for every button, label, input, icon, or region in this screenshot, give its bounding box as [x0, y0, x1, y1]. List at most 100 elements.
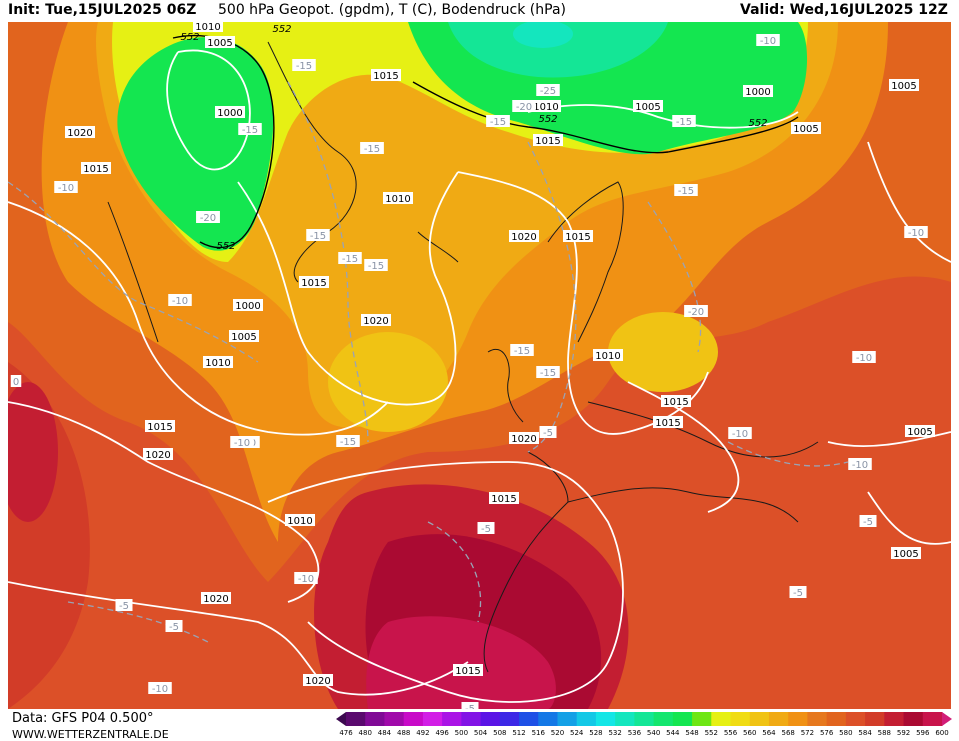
pressure-label: 1020 [145, 450, 170, 461]
isobar-1000-low [166, 49, 251, 171]
coast-british-isles [487, 349, 524, 423]
pressure-label-box [791, 122, 821, 134]
temperature-label: -15 [514, 346, 530, 357]
pressure-label: 1020 [67, 128, 92, 139]
colorbar-segment [519, 712, 539, 726]
field-low-arctic-core [448, 22, 668, 78]
pressure-label-box [743, 85, 773, 97]
temperature-label: -10 [760, 36, 776, 47]
temperature-label-box [512, 100, 536, 112]
colorbar-segment [692, 712, 712, 726]
pressure-label-box [143, 448, 173, 460]
field-low-arctic-centre [513, 22, 573, 48]
pressure-label-box [81, 162, 111, 174]
colorbar-tick-label: 524 [570, 729, 584, 737]
isobar-1005-east [827, 431, 951, 447]
pressure-label: 1005 [231, 332, 256, 343]
pressure-label: 1005 [893, 549, 918, 560]
colorbar-segment [422, 712, 443, 726]
pressure-label-box [303, 674, 333, 686]
temperature-label-box [10, 375, 22, 387]
pressure-label: 1005 [207, 38, 232, 49]
temperature-label-box [306, 229, 330, 241]
field-588-blob [328, 332, 448, 432]
colorbar-tick-label: 592 [896, 729, 911, 737]
temperature-label: -15 [676, 117, 692, 128]
colorbar-tick-label: 500 [454, 729, 469, 737]
colorbar-segment [595, 712, 616, 726]
weather-map: 1010 1005 1015 1015 1000 1020 1015 1000 1005 1010… [8, 22, 951, 709]
temperature-label-box [539, 426, 557, 438]
pressure-label-box [299, 276, 329, 288]
colorbar-segment [711, 712, 732, 726]
colorbar-labels: 476 480 484 488 492 496 500 504 508 512 516 520 524 5… [336, 729, 952, 741]
colorbar-tick-label: 580 [839, 729, 853, 737]
temperature-label: -20 [688, 307, 704, 318]
field-low-greenland [117, 37, 274, 251]
isobar-1005-southeast [867, 491, 951, 545]
colorbar-tick-label: 496 [435, 729, 449, 737]
pressure-label-box [233, 299, 263, 311]
temperature-label-box [196, 211, 220, 223]
temperature-label: -5 [169, 622, 179, 633]
pressure-label-box [371, 69, 401, 81]
pressure-label-box [563, 230, 593, 242]
colorbar-tick-label: 476 [339, 729, 353, 737]
colorbar-segment [403, 712, 424, 726]
pressure-label-box [361, 314, 391, 326]
colorbar-segment [826, 712, 847, 726]
pressure-label: 1010 [205, 358, 230, 369]
colorbar-segment [730, 712, 751, 726]
colorbar-tick-label: 528 [589, 729, 603, 737]
temperature-label-box [148, 682, 172, 694]
coastlines [107, 41, 819, 673]
pressure-label: 1015 [373, 71, 398, 82]
pressure-label: 1000 [235, 301, 260, 312]
coast-iceland [417, 231, 459, 263]
coast-labrador [107, 201, 159, 343]
colorbar-segment [346, 712, 366, 726]
colorbar-segment [845, 712, 866, 726]
temperature-label-box [789, 586, 807, 598]
temperature-label-box [360, 142, 384, 154]
pressure-label: 1000 [217, 108, 242, 119]
colorbar-segment [749, 712, 770, 726]
pressure-label-box [215, 106, 245, 118]
temperature-label-box [54, 181, 78, 193]
pressure-label-box [205, 36, 235, 48]
colorbar-tick-label: 564 [762, 729, 776, 737]
coast-central-europe [587, 401, 819, 458]
temperature-label: -15 [540, 368, 556, 379]
temperature-label-box [364, 259, 388, 271]
temperature-label: -10 [856, 353, 872, 364]
field-588-blob-east [608, 312, 718, 392]
temperature-label: -10 [852, 460, 868, 471]
temperature-label: -5 [481, 524, 491, 535]
colorbar-segment [653, 712, 674, 726]
temperature-label-box [536, 366, 560, 378]
colorbar-segment [865, 712, 885, 726]
temperature-label: -15 [368, 261, 384, 272]
colorbar-segment [903, 712, 924, 726]
temperature-label-box [336, 435, 360, 447]
temperature-label: -20 [200, 213, 216, 224]
pressure-label-box [453, 664, 483, 676]
colorbar-tick-label: 492 [416, 729, 430, 737]
pressure-label: 1000 [745, 87, 770, 98]
temperature-label: -15 [342, 254, 358, 265]
temperature-label: -25 [540, 86, 556, 97]
pressure-label: 1020 [511, 232, 536, 243]
pressure-label: 1015 [301, 278, 326, 289]
pressure-label-box [593, 349, 623, 361]
pressure-label-box [509, 230, 539, 242]
colorbar-segment [922, 712, 943, 726]
website-label: WWW.WETTERZENTRALE.DE [12, 728, 169, 741]
colorbar-segment [788, 712, 808, 726]
coast-mediterranean [567, 487, 799, 523]
colorbar-tick-label: 536 [627, 729, 642, 737]
colorbar-tick-label: 480 [358, 729, 372, 737]
coast-greenland [267, 41, 357, 283]
colorbar-tick-label: 572 [800, 729, 815, 737]
pressure-label-box [653, 416, 683, 428]
colorbar-segment [499, 712, 520, 726]
